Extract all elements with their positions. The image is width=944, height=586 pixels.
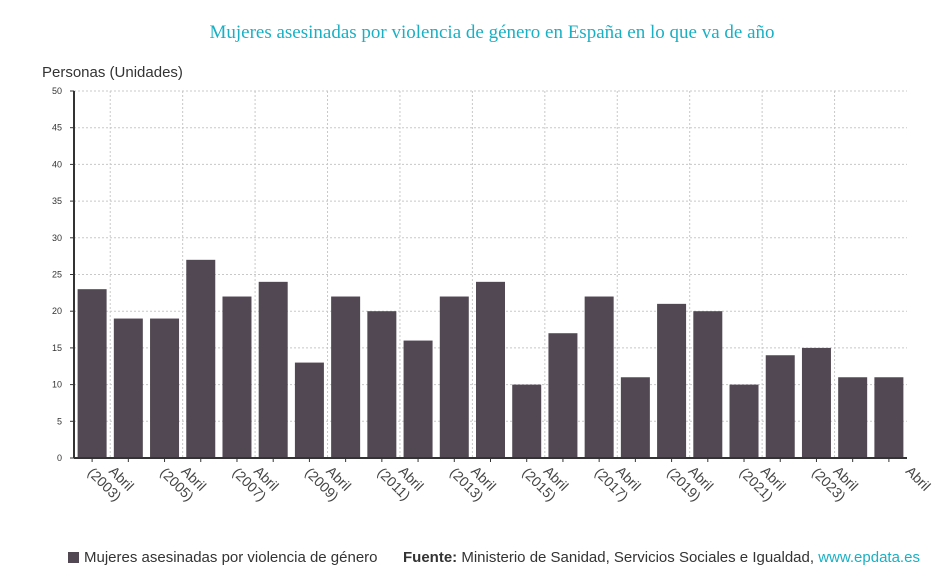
bar — [403, 340, 433, 458]
bar — [512, 384, 542, 458]
x-tick-label: Abril(2021) — [737, 453, 789, 505]
bar — [729, 384, 759, 458]
x-tick-label: Abril(2013) — [447, 453, 499, 505]
x-tick-label: Abril(2017) — [592, 453, 644, 505]
bar — [367, 311, 397, 458]
bar — [584, 296, 614, 458]
x-tick-label: Abril(2005) — [157, 453, 209, 505]
legend-swatch — [68, 552, 79, 563]
x-tick-label: Abril(2011) — [375, 453, 427, 505]
bar — [222, 296, 252, 458]
legend[interactable]: Mujeres asesinadas por violencia de géne… — [68, 549, 378, 566]
y-tick-label: 0 — [57, 453, 62, 463]
y-tick-label: 35 — [52, 196, 62, 206]
bar — [331, 296, 361, 458]
bar — [693, 311, 723, 458]
bar — [150, 318, 180, 458]
y-tick-label: 10 — [52, 380, 62, 390]
y-tick-label: 15 — [52, 343, 62, 353]
y-tick-label: 50 — [52, 86, 62, 96]
bar — [258, 281, 288, 458]
bar — [765, 355, 795, 458]
y-tick-label: 25 — [52, 270, 62, 280]
source-link[interactable]: www.epdata.es — [818, 549, 920, 566]
y-tick-label: 45 — [52, 123, 62, 133]
y-tick-label: 30 — [52, 233, 62, 243]
x-tick-label: Abril(2003) — [85, 453, 137, 505]
y-tick-label: 5 — [57, 416, 62, 426]
x-tick-label: Abril(2015) — [519, 453, 571, 505]
bar — [838, 377, 868, 458]
source-text: Ministerio de Sanidad, Servicios Sociale… — [457, 549, 819, 566]
bar — [186, 259, 216, 458]
bar — [801, 347, 831, 458]
legend-label: Mujeres asesinadas por violencia de géne… — [84, 549, 378, 566]
bar — [113, 318, 143, 458]
y-tick-label: 40 — [52, 159, 62, 169]
bar — [476, 281, 505, 458]
chart-title: Mujeres asesinadas por violencia de géne… — [209, 22, 775, 43]
bar — [874, 377, 904, 458]
source: Fuente: Ministerio de Sanidad, Servicios… — [403, 549, 920, 566]
bar — [439, 296, 469, 458]
source-label: Fuente: — [403, 549, 458, 566]
x-tick-label: Abril(2019) — [664, 453, 716, 505]
x-tick-label: Abril(2009) — [302, 453, 354, 505]
x-tick-label: Abril(2023) — [809, 453, 861, 505]
bar — [77, 289, 107, 458]
x-tick-label: Abril(2007) — [230, 453, 282, 505]
x-tick-label: Abril — [903, 463, 934, 494]
bar — [620, 377, 650, 458]
bar — [657, 303, 687, 458]
bar — [294, 362, 324, 458]
y-tick-label: 20 — [52, 306, 62, 316]
bar — [548, 333, 578, 458]
y-axis-label: Personas (Unidades) — [42, 64, 183, 81]
